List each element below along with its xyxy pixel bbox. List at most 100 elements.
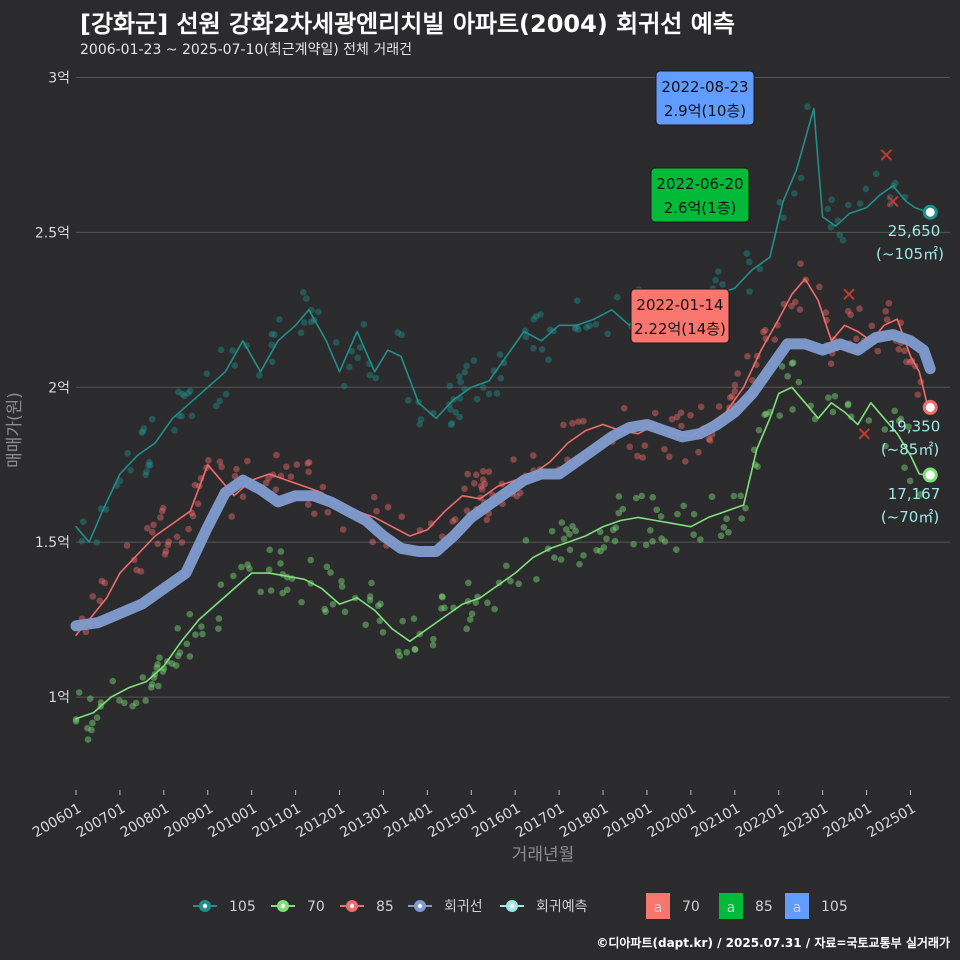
scatter-point-70 bbox=[680, 502, 687, 510]
scatter-point-105 bbox=[256, 372, 263, 379]
scatter-point-70 bbox=[560, 535, 568, 543]
scatter-point-70 bbox=[829, 408, 837, 416]
scatter-point-85 bbox=[123, 542, 131, 549]
scatter-point-70 bbox=[649, 537, 656, 545]
series-line-105 bbox=[75, 107, 929, 544]
y-tick-label: 2억 bbox=[48, 380, 70, 396]
scatter-point-105 bbox=[457, 378, 464, 386]
scatter-point-70 bbox=[674, 510, 681, 518]
scatter-point-70 bbox=[882, 442, 889, 450]
scatter-point-70 bbox=[374, 602, 382, 610]
scatter-point-70 bbox=[215, 615, 223, 622]
scatter-point-70 bbox=[558, 519, 566, 526]
scatter-point-85 bbox=[305, 459, 313, 466]
x-tick-label: 202201 bbox=[733, 801, 787, 842]
scatter-point-85 bbox=[384, 503, 392, 511]
scatter-point-85 bbox=[369, 538, 376, 546]
scatter-point-85 bbox=[137, 568, 145, 575]
scatter-point-70 bbox=[612, 524, 620, 531]
scatter-point-70 bbox=[84, 724, 91, 732]
scatter-point-70 bbox=[109, 677, 117, 685]
source-caption: ©디아파트(dapt.kr) / 2025.07.31 / 자료=국토교통부 실… bbox=[596, 936, 950, 950]
scatter-point-85 bbox=[164, 541, 172, 549]
scatter-point-105 bbox=[145, 462, 152, 469]
scatter-point-70 bbox=[159, 668, 167, 675]
scatter-point-70 bbox=[491, 605, 498, 613]
scatter-point-70 bbox=[572, 527, 579, 535]
scatter-point-85 bbox=[324, 508, 332, 516]
scatter-point-85 bbox=[304, 501, 312, 508]
end-label-area: (~70㎡) bbox=[881, 508, 939, 526]
scatter-point-105 bbox=[892, 179, 899, 187]
scatter-point-105 bbox=[522, 333, 530, 341]
scatter-point-105 bbox=[203, 370, 211, 377]
annotation-date: 2022-01-14 bbox=[636, 296, 723, 314]
scatter-point-70 bbox=[230, 572, 237, 580]
scatter-point-70 bbox=[72, 718, 80, 725]
scatter-point-105 bbox=[231, 362, 239, 369]
scatter-point-85 bbox=[868, 322, 876, 330]
scatter-point-70 bbox=[168, 660, 176, 667]
legend-box-105 bbox=[785, 893, 809, 919]
scatter-point-70 bbox=[277, 560, 284, 567]
scatter-point-85 bbox=[319, 483, 327, 491]
scatter-point-85 bbox=[901, 347, 908, 355]
scatter-point-85 bbox=[678, 422, 685, 430]
cancelled-mark bbox=[858, 428, 871, 440]
scatter-point-70 bbox=[597, 547, 604, 555]
scatter-point-85 bbox=[101, 579, 109, 587]
scatter-point-105 bbox=[493, 389, 501, 397]
x-tick-label: 200901 bbox=[162, 801, 216, 842]
scatter-point-105 bbox=[448, 420, 456, 427]
scatter-point-85 bbox=[470, 479, 478, 487]
scatter-point-105 bbox=[299, 288, 307, 296]
legend-box-70 bbox=[646, 893, 670, 919]
scatter-point-70 bbox=[690, 510, 698, 518]
scatter-point-105 bbox=[452, 409, 460, 416]
scatter-point-85 bbox=[231, 472, 239, 480]
scatter-point-70 bbox=[279, 589, 286, 597]
legend-label-85: 85 bbox=[376, 899, 394, 915]
scatter-point-70 bbox=[708, 493, 716, 501]
scatter-point-105 bbox=[573, 297, 581, 304]
scatter-point-85 bbox=[98, 577, 106, 585]
scatter-point-70 bbox=[472, 599, 480, 606]
series-line-70 bbox=[75, 386, 929, 720]
scatter-point-105 bbox=[712, 276, 719, 284]
scatter-point-85 bbox=[283, 463, 290, 470]
scatter-point-70 bbox=[238, 563, 245, 571]
scatter-point-70 bbox=[646, 526, 654, 534]
scatter-point-85 bbox=[634, 452, 641, 460]
scatter-point-85 bbox=[478, 482, 485, 490]
scatter-point-105 bbox=[341, 382, 348, 390]
scatter-point-85 bbox=[133, 566, 140, 574]
scatter-point-85 bbox=[666, 453, 673, 461]
scatter-point-70 bbox=[563, 526, 570, 533]
scatter-point-70 bbox=[399, 617, 407, 625]
scatter-point-70 bbox=[329, 600, 337, 608]
scatter-point-105 bbox=[188, 412, 196, 420]
scatter-point-70 bbox=[192, 631, 199, 638]
x-tick-label: 200701 bbox=[74, 801, 128, 842]
y-tick-label: 1.5억 bbox=[35, 535, 70, 551]
scatter-point-70 bbox=[86, 695, 94, 702]
scatter-point-70 bbox=[603, 535, 610, 543]
scatter-point-85 bbox=[827, 360, 835, 368]
scatter-point-70 bbox=[557, 556, 565, 563]
scatter-point-70 bbox=[600, 544, 608, 551]
chart-title: [강화군] 선원 강화2차세광엔리치빌 아파트(2004) 회귀선 예측 bbox=[80, 10, 735, 38]
scatter-point-105 bbox=[346, 363, 353, 371]
scatter-point-85 bbox=[639, 454, 647, 461]
scatter-point-85 bbox=[310, 510, 318, 518]
scatter-point-70 bbox=[257, 588, 264, 596]
x-tick-label: 201601 bbox=[469, 801, 523, 842]
scatter-point-85 bbox=[161, 551, 169, 558]
x-tick-label: 201701 bbox=[513, 801, 567, 842]
scatter-layer bbox=[72, 103, 925, 743]
scatter-point-85 bbox=[726, 394, 734, 401]
x-tick-label: 202501 bbox=[864, 801, 918, 842]
forecast-point-70 bbox=[922, 467, 938, 483]
scatter-point-105 bbox=[185, 390, 192, 397]
scatter-point-105 bbox=[179, 390, 186, 398]
scatter-point-70 bbox=[548, 527, 556, 535]
